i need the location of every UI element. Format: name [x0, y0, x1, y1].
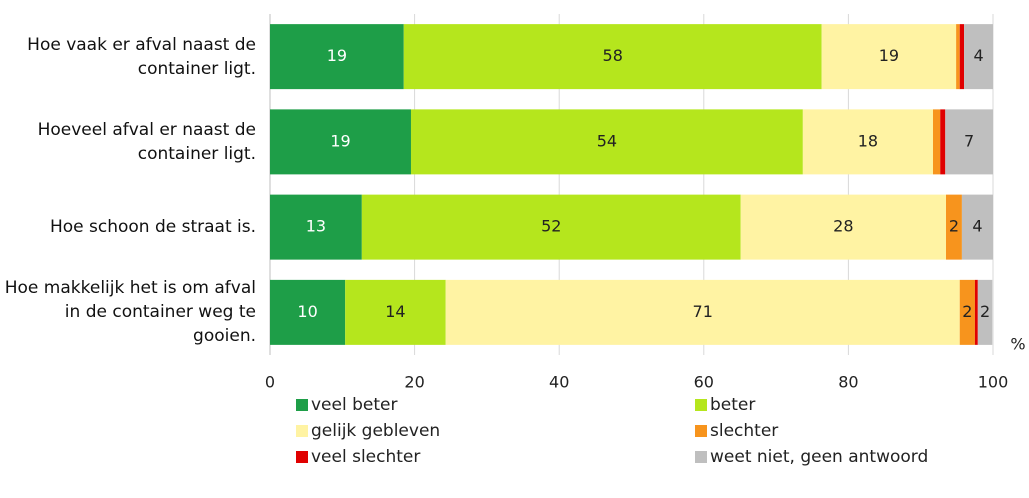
y-tick-label: Hoe schoon de straat is.: [49, 217, 256, 238]
bar-segment: [977, 279, 993, 345]
bar-segment: [959, 279, 975, 345]
legend-swatch: [695, 399, 707, 411]
data-label: 19: [330, 131, 350, 150]
bar-segment: [959, 24, 965, 90]
bar-segment: [956, 24, 960, 90]
x-tick-label: 0: [265, 373, 275, 392]
bar-segment: [403, 24, 822, 90]
data-label: 2: [980, 302, 990, 321]
bar-segment: [974, 279, 978, 345]
data-label: 2: [949, 217, 959, 236]
legend-swatch: [695, 451, 707, 463]
data-label: 13: [306, 217, 326, 236]
legend-swatch: [296, 451, 308, 463]
bar-segment: [964, 24, 993, 90]
legend-label: slechter: [710, 421, 778, 441]
bar-segment: [410, 109, 803, 175]
x-tick-label: 100: [978, 373, 1009, 392]
bar-segment: [932, 109, 941, 175]
bar-segment: [361, 194, 741, 260]
legend-label: veel beter: [311, 395, 397, 415]
x-tick-label: 80: [838, 373, 858, 392]
legend-label: gelijk gebleven: [311, 421, 440, 441]
bar-segment: [961, 194, 993, 260]
legend-label: beter: [710, 395, 755, 415]
bar-segment: [445, 279, 960, 345]
data-label: 4: [972, 217, 982, 236]
legend-swatch: [695, 425, 707, 437]
x-axis-label: %: [1010, 335, 1025, 354]
bar-segment: [270, 24, 404, 90]
data-label: 7: [964, 131, 974, 150]
bar-segment: [945, 109, 993, 175]
legend-label: weet niet, geen antwoord: [710, 447, 928, 467]
bar-segment: [821, 24, 957, 90]
bar-segment: [802, 109, 933, 175]
data-label: 52: [541, 217, 561, 236]
x-tick-label: 40: [549, 373, 569, 392]
bar-segment: [940, 109, 946, 175]
data-label: 14: [385, 302, 405, 321]
data-label: 18: [858, 131, 878, 150]
legend-swatch: [296, 399, 308, 411]
legend-swatch: [296, 425, 308, 437]
bar-segment: [270, 279, 346, 345]
bar-segment: [946, 194, 962, 260]
legend-label: veel slechter: [311, 447, 420, 467]
y-tick-label: Hoe vaak er afval naast de container lig…: [27, 34, 256, 79]
data-label: 4: [973, 46, 983, 65]
y-tick-label: Hoeveel afval er naast de container ligt…: [37, 119, 256, 164]
x-tick-label: 20: [404, 373, 424, 392]
data-label: 19: [879, 46, 899, 65]
bar-segment: [270, 109, 411, 175]
data-label: 71: [693, 302, 713, 321]
data-label: 10: [297, 302, 317, 321]
data-label: 58: [603, 46, 623, 65]
data-label: 28: [833, 217, 853, 236]
bar-segment: [345, 279, 446, 345]
bar-segment: [270, 194, 362, 260]
data-label: 2: [962, 302, 972, 321]
data-label: 19: [327, 46, 347, 65]
x-tick-label: 60: [694, 373, 714, 392]
data-label: 54: [597, 131, 617, 150]
bar-segment: [740, 194, 947, 260]
y-tick-label: Hoe makkelijk het is om afval in de cont…: [4, 278, 256, 347]
